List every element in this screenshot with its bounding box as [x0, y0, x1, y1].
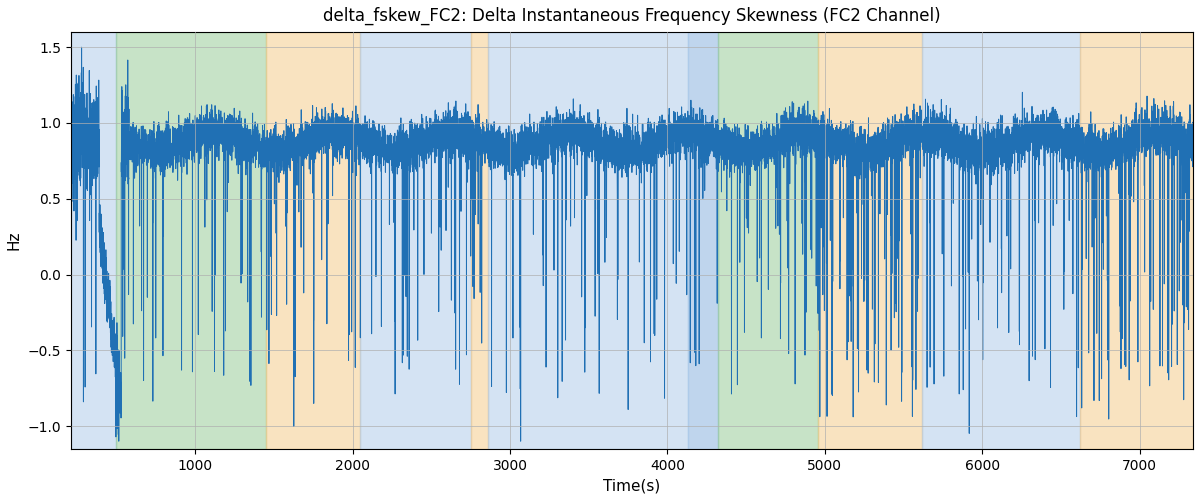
Bar: [1080, 32, 1193, 449]
Title: delta_fskew_FC2: Delta Instantaneous Frequency Skewness (FC2 Channel): delta_fskew_FC2: Delta Instantaneous Fre…: [323, 7, 941, 25]
Bar: [360, 32, 470, 449]
Bar: [818, 32, 923, 449]
Bar: [116, 32, 266, 449]
Bar: [71, 32, 116, 449]
X-axis label: Time(s): Time(s): [604, 478, 660, 493]
Bar: [718, 32, 818, 449]
Bar: [266, 32, 360, 449]
Bar: [923, 32, 1080, 449]
Y-axis label: Hz: Hz: [7, 230, 22, 250]
Bar: [688, 32, 718, 449]
Bar: [488, 32, 688, 449]
Bar: [470, 32, 488, 449]
